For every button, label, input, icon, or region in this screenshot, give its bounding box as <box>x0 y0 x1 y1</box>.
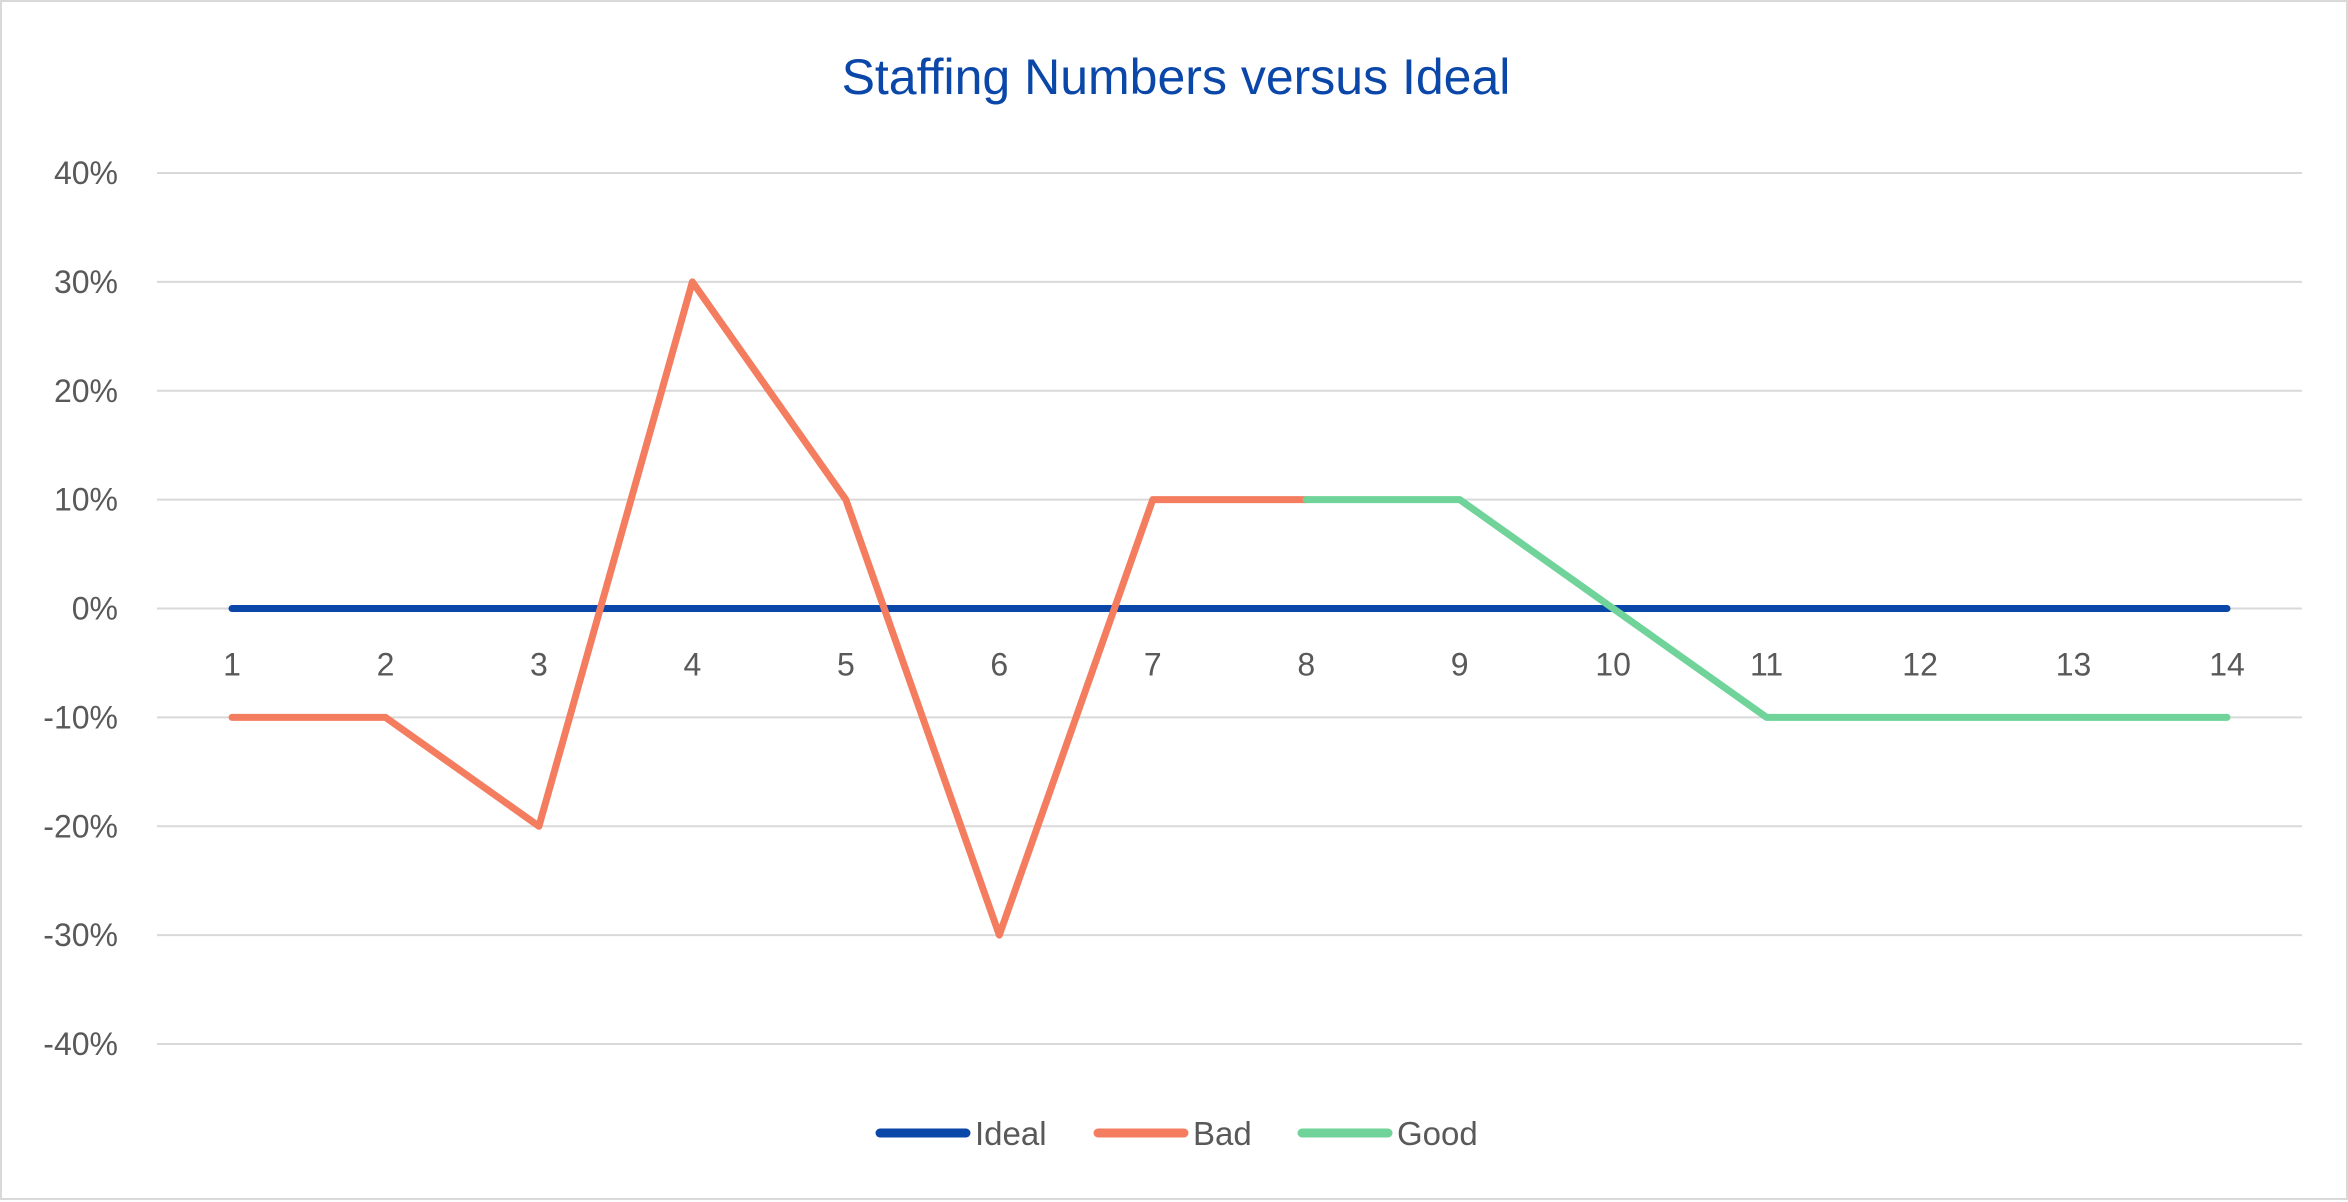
y-tick-label: -40% <box>43 1026 118 1062</box>
x-tick-label: 8 <box>1297 647 1315 683</box>
y-tick-label: -30% <box>43 917 118 953</box>
x-tick-label: 7 <box>1144 647 1162 683</box>
legend-item-good: Good <box>1302 1115 1478 1152</box>
x-tick-label: 5 <box>837 647 855 683</box>
x-tick-label: 3 <box>530 647 548 683</box>
x-tick-label: 2 <box>377 647 395 683</box>
legend-label: Good <box>1397 1115 1478 1152</box>
x-tick-label: 12 <box>1902 647 1938 683</box>
x-tick-label: 11 <box>1750 647 1783 683</box>
legend-item-bad: Bad <box>1098 1115 1252 1152</box>
x-tick-label: 10 <box>1595 647 1631 683</box>
x-tick-label: 4 <box>683 647 701 683</box>
legend-label: Bad <box>1193 1115 1252 1152</box>
legend-label: Ideal <box>975 1115 1047 1152</box>
legend-item-ideal: Ideal <box>880 1115 1047 1152</box>
y-tick-label: 0% <box>72 591 118 627</box>
y-tick-label: 10% <box>54 482 118 518</box>
y-tick-label: -20% <box>43 808 118 844</box>
chart-title: Staffing Numbers versus Ideal <box>842 49 1511 105</box>
x-tick-label: 1 <box>223 647 241 683</box>
y-tick-label: 40% <box>54 155 118 191</box>
x-tick-label: 6 <box>990 647 1008 683</box>
y-tick-label: -10% <box>43 699 118 735</box>
y-tick-label: 20% <box>54 373 118 409</box>
x-tick-label: 13 <box>2056 647 2092 683</box>
y-tick-label: 30% <box>54 264 118 300</box>
x-tick-label: 14 <box>2209 647 2245 683</box>
x-tick-label: 9 <box>1451 647 1469 683</box>
